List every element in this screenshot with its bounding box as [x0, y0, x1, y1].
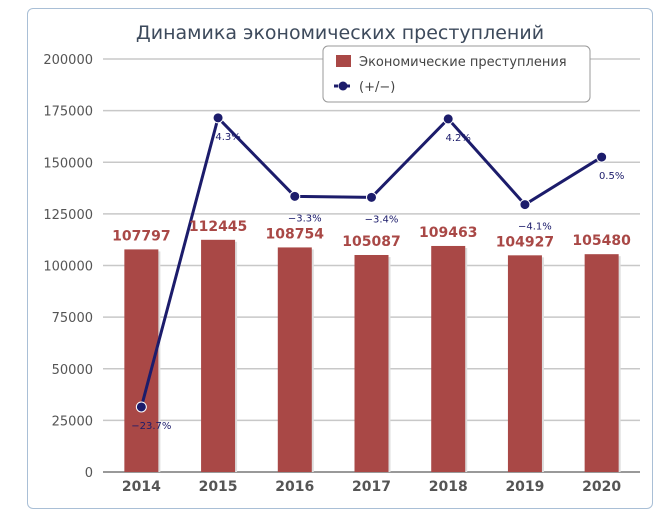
bar-value-label: 112445 — [189, 219, 247, 235]
line-point[interactable] — [212, 112, 224, 124]
bar[interactable] — [354, 254, 389, 472]
legend[interactable]: Экономические преступления (+/−) — [322, 45, 591, 103]
y-tick-label: 0 — [85, 466, 93, 481]
line-point[interactable] — [519, 199, 531, 211]
bar-value-label: 108754 — [266, 226, 325, 242]
y-tick-label: 100000 — [43, 260, 93, 275]
change-label: −3.4% — [365, 214, 399, 225]
change-label: 4.2% — [446, 133, 471, 144]
change-label: −4.1% — [518, 222, 552, 233]
bar-value-label: 105087 — [342, 234, 400, 250]
change-label: −23.7% — [131, 421, 171, 432]
y-tick-label: 150000 — [43, 156, 93, 171]
bar-value-label: 109463 — [419, 225, 477, 241]
legend-bar-label: Экономические преступления — [359, 55, 567, 70]
line-point[interactable] — [289, 190, 301, 202]
chart-frame — [27, 8, 653, 509]
x-tick-label: 2016 — [275, 479, 314, 495]
x-tick-label: 2014 — [122, 479, 161, 495]
x-tick-label: 2015 — [199, 479, 238, 495]
y-tick-label: 175000 — [43, 105, 93, 120]
chart-title: Динамика экономических преступлений — [136, 22, 544, 44]
x-tick-label: 2020 — [582, 479, 621, 495]
change-label: −3.3% — [288, 213, 322, 224]
bar-value-label: 105480 — [572, 233, 631, 249]
x-tick-label: 2017 — [352, 479, 391, 495]
line-point[interactable] — [596, 151, 608, 163]
legend-line-label: (+/−) — [359, 80, 395, 95]
bar[interactable] — [584, 254, 619, 472]
change-label: 4.3% — [215, 132, 240, 143]
y-tick-label: 200000 — [43, 53, 93, 68]
bar[interactable] — [201, 239, 236, 472]
line-point[interactable] — [135, 401, 147, 413]
line-point[interactable] — [366, 191, 377, 203]
legend-bar-swatch — [336, 55, 351, 67]
y-tick-label: 75000 — [52, 311, 93, 326]
bar-value-label: 107797 — [112, 228, 170, 244]
legend-line-marker — [338, 81, 348, 91]
y-tick-label: 50000 — [52, 363, 93, 378]
bar[interactable] — [431, 245, 466, 472]
bar[interactable] — [507, 255, 542, 472]
bar-value-label: 104927 — [496, 234, 554, 250]
y-tick-label: 25000 — [52, 414, 93, 429]
change-label: 0.5% — [599, 171, 624, 182]
y-tick-label: 125000 — [43, 208, 93, 223]
line-point[interactable] — [442, 113, 454, 125]
x-tick-label: 2018 — [429, 479, 468, 495]
x-tick-label: 2019 — [505, 479, 544, 495]
bar[interactable] — [277, 247, 312, 472]
